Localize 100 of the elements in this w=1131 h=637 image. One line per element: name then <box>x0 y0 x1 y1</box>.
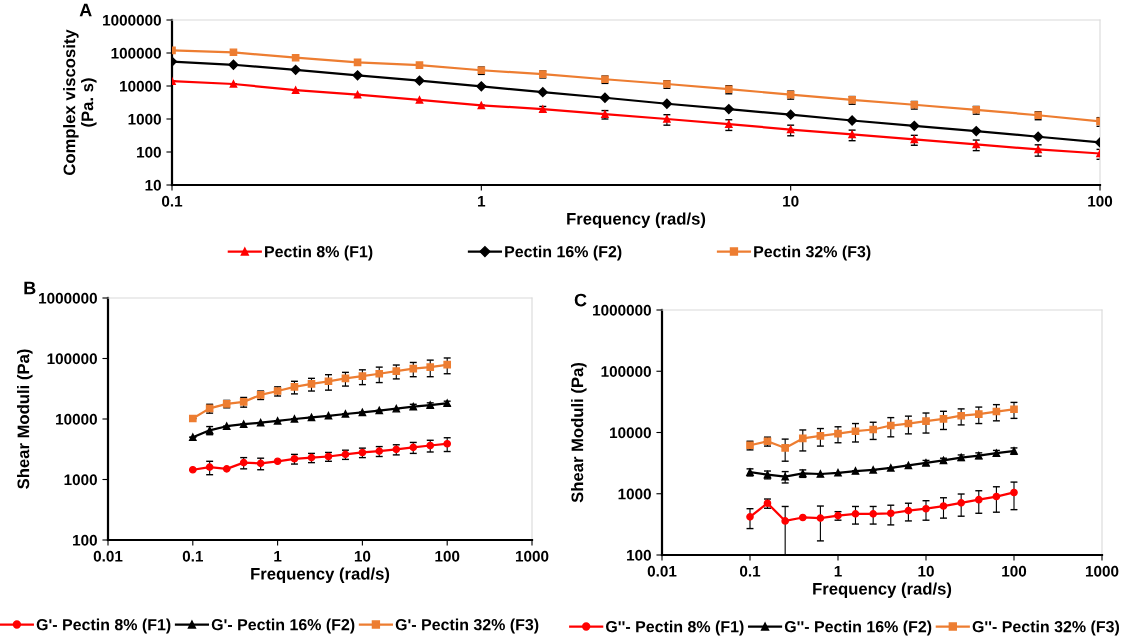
point <box>426 441 435 450</box>
x-tick-label: 0.1 <box>182 550 203 562</box>
point <box>414 75 425 86</box>
point <box>205 463 214 471</box>
point <box>290 383 299 391</box>
point <box>869 425 877 434</box>
point <box>974 410 983 418</box>
y-tick-label: 1000000 <box>39 292 97 304</box>
point <box>851 510 860 518</box>
point <box>661 98 673 109</box>
legend-label: Pectin 8% (F1) <box>265 245 373 261</box>
point <box>375 447 384 455</box>
point <box>352 70 363 81</box>
legend-label: Pectin 16% (F2) <box>505 245 622 261</box>
point <box>273 457 282 466</box>
point <box>922 417 930 426</box>
x-tick-label: 1 <box>478 195 486 207</box>
y-axis-title: Shear Moduli (Pa) <box>571 362 587 503</box>
point <box>239 458 248 467</box>
x-tick-label: 0.1 <box>739 565 761 577</box>
x-tick-label: 1 <box>834 565 842 577</box>
point <box>851 427 860 436</box>
y-tick-label: 100000 <box>47 353 97 365</box>
y-tick-label: 1000 <box>64 474 97 486</box>
y-tick-label: 100 <box>137 146 161 158</box>
point <box>599 92 611 103</box>
point <box>816 514 825 522</box>
point <box>886 421 895 430</box>
point <box>476 81 487 92</box>
point <box>1033 131 1044 142</box>
point <box>443 439 452 448</box>
point <box>785 109 796 120</box>
point <box>847 115 858 126</box>
point <box>939 415 948 423</box>
point <box>290 64 301 75</box>
chart-title: C <box>574 293 587 307</box>
y-axis-title: Shear Moduli (Pa) <box>17 349 33 489</box>
point <box>724 120 733 128</box>
point <box>477 101 486 110</box>
point <box>537 87 548 98</box>
point <box>222 422 231 431</box>
point <box>974 495 983 504</box>
chart-title: A <box>79 3 92 17</box>
x-tick-label: 100 <box>1002 565 1027 577</box>
point <box>746 513 754 521</box>
point <box>1010 405 1018 414</box>
point <box>786 125 795 134</box>
point <box>375 369 384 378</box>
point <box>798 434 807 443</box>
point <box>409 443 418 452</box>
y-tick-label: 100 <box>73 534 97 546</box>
point <box>291 53 300 62</box>
point <box>869 510 877 518</box>
point <box>972 140 981 149</box>
point <box>392 367 401 375</box>
point <box>426 363 435 371</box>
point <box>957 411 965 420</box>
point <box>939 502 948 510</box>
point <box>723 103 734 115</box>
point <box>324 411 333 420</box>
point <box>358 408 367 417</box>
point <box>922 504 930 513</box>
x-tick-label: 0.01 <box>93 550 123 562</box>
legend-label: G'- Pectin 32% (F3) <box>395 618 539 634</box>
y-tick-label: 10 <box>145 179 161 191</box>
y-tick-label: 10000 <box>56 413 97 425</box>
point <box>324 377 333 386</box>
y-tick-label: 100000 <box>111 47 161 59</box>
legend-label: Pectin 32% (F3) <box>754 245 871 261</box>
point <box>229 48 238 57</box>
y-tick-label: 100000 <box>601 366 651 377</box>
y-tick-label: 1000000 <box>593 304 651 316</box>
point <box>834 468 842 477</box>
legend-label: G''- Pectin 32% (F3) <box>972 620 1119 636</box>
point <box>1010 488 1018 497</box>
point <box>188 465 197 474</box>
point <box>358 372 367 381</box>
x-tick-label: 10 <box>783 195 799 207</box>
point <box>816 432 825 440</box>
point <box>971 125 982 137</box>
x-tick-label: 1000 <box>515 550 549 562</box>
x-axis-title: Frequency (rad/s) <box>567 212 706 228</box>
point <box>443 360 452 369</box>
point <box>188 433 197 442</box>
y-tick-label: 1000 <box>618 488 651 500</box>
y-tick-label: 10000 <box>610 427 651 439</box>
y-tick-label: 1000 <box>128 113 161 125</box>
legend-label: G'- Pectin 16% (F2) <box>211 618 355 634</box>
y-tick-label: 10000 <box>120 80 161 92</box>
point <box>409 364 418 373</box>
x-tick-label: 10 <box>918 565 934 577</box>
point <box>886 509 895 518</box>
point <box>992 492 1001 501</box>
point <box>228 59 239 70</box>
x-tick-label: 10 <box>354 550 371 562</box>
point <box>904 506 913 515</box>
legend-label: G'- Pectin 8% (F1) <box>36 618 171 634</box>
point <box>239 420 248 429</box>
point <box>307 380 316 388</box>
chart-title: B <box>24 281 36 295</box>
